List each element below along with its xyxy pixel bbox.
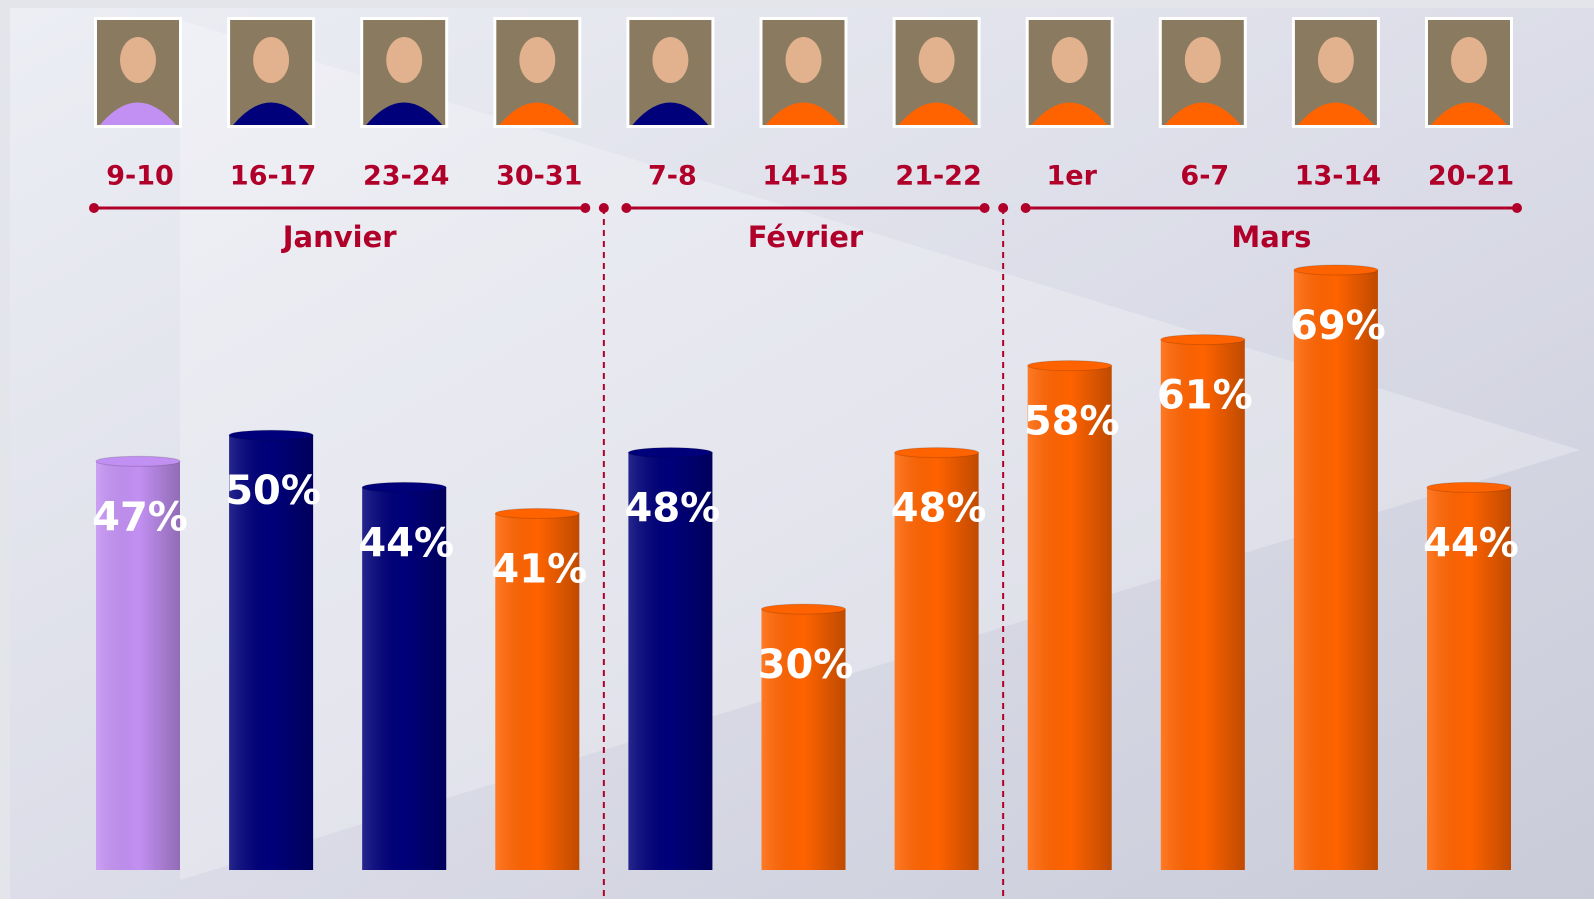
value-label: 30% <box>758 642 854 688</box>
value-label: 58% <box>1024 399 1120 445</box>
portrait-head <box>786 37 822 83</box>
portrait-head <box>1451 37 1487 83</box>
portrait-head <box>386 37 422 83</box>
timeline-dot <box>1512 203 1522 213</box>
portrait-head <box>253 37 289 83</box>
bar-cap <box>96 456 180 466</box>
bar-cap <box>362 482 446 492</box>
bar-cap <box>895 448 979 458</box>
portrait-head <box>1185 37 1221 83</box>
portrait-head <box>1318 37 1354 83</box>
x-tick-label: 30-31 <box>496 161 582 192</box>
portrait-head <box>120 37 156 83</box>
bar-shade <box>1161 340 1245 870</box>
bar-cap <box>1028 361 1112 371</box>
bar-cap <box>495 508 579 518</box>
bar-shade <box>1294 270 1378 870</box>
timeline-dot <box>621 203 631 213</box>
value-label: 50% <box>225 468 321 514</box>
value-label: 48% <box>625 486 721 532</box>
bar-cap <box>1294 265 1378 275</box>
group-label: Février <box>748 220 864 254</box>
timeline-dot <box>599 203 609 213</box>
timeline-dot <box>89 203 99 213</box>
value-label: 41% <box>491 546 587 592</box>
chart: 9-10 47% 16-17 50% 23-24 44% 30-31 41% Janvier 7-… <box>0 0 1594 899</box>
x-tick-label: 23-24 <box>363 161 449 192</box>
x-tick-label: 1er <box>1046 161 1097 192</box>
bar-cap <box>628 448 712 458</box>
portrait-head <box>1052 37 1088 83</box>
value-label: 61% <box>1157 373 1253 419</box>
x-tick-label: 7-8 <box>648 161 697 192</box>
x-tick-label: 6-7 <box>1180 161 1229 192</box>
bar-cap <box>762 604 846 614</box>
x-tick-label: 16-17 <box>230 161 316 192</box>
timeline-dot <box>998 203 1008 213</box>
portrait-head <box>652 37 688 83</box>
timeline-dot <box>980 203 990 213</box>
x-tick-label: 20-21 <box>1428 161 1514 192</box>
group-label: Mars <box>1231 220 1311 254</box>
portrait-head <box>919 37 955 83</box>
bar-cap <box>1427 482 1511 492</box>
value-label: 44% <box>358 520 454 566</box>
value-label: 44% <box>1423 520 1519 566</box>
x-tick-label: 14-15 <box>762 161 848 192</box>
group-label: Janvier <box>281 220 398 254</box>
x-tick-label: 13-14 <box>1295 161 1381 192</box>
x-tick-label: 9-10 <box>106 161 174 192</box>
x-tick-label: 21-22 <box>895 161 981 192</box>
bar-cap <box>229 430 313 440</box>
value-label: 47% <box>92 494 188 540</box>
value-label: 48% <box>891 486 987 532</box>
portrait-head <box>519 37 555 83</box>
timeline-dot <box>580 203 590 213</box>
bar-cap <box>1161 335 1245 345</box>
timeline-dot <box>1021 203 1031 213</box>
value-label: 69% <box>1290 303 1386 349</box>
